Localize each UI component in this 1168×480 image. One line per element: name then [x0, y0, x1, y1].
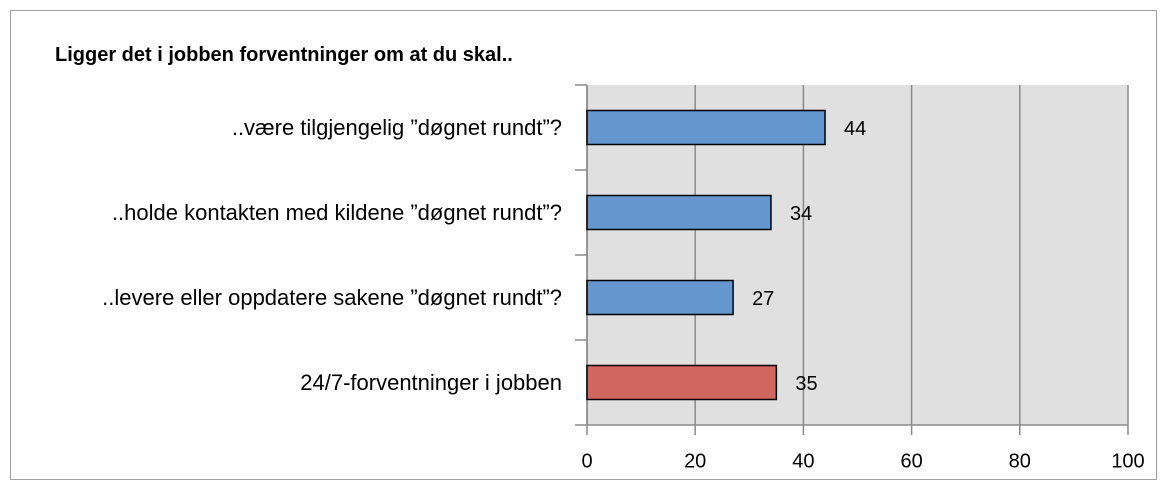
- value-label: 35: [795, 373, 817, 395]
- x-tick-label: 80: [1009, 450, 1031, 472]
- bar: [586, 364, 778, 401]
- x-tick-label: 0: [581, 450, 592, 472]
- x-tick-label: 20: [684, 450, 706, 472]
- y-tick-label: ..levere eller oppdatere sakene ”døgnet …: [102, 284, 562, 310]
- bar: [586, 109, 826, 146]
- y-tick-label: ..holde kontakten med kildene ”døgnet ru…: [111, 199, 562, 225]
- value-label: 44: [844, 118, 866, 140]
- bar: [586, 194, 772, 231]
- value-label: 34: [790, 203, 812, 225]
- bar: [586, 279, 734, 316]
- x-tick-label: 40: [792, 450, 814, 472]
- y-tick-label: ..være tilgjengelig ”døgnet rundt”?: [231, 114, 562, 140]
- y-tick-label: 24/7-forventninger i jobben: [300, 369, 562, 395]
- value-label: 27: [752, 288, 774, 310]
- chart-title: Ligger det i jobben forventninger om at …: [55, 44, 513, 66]
- x-tick-label: 100: [1111, 450, 1144, 472]
- x-tick-label: 60: [900, 450, 922, 472]
